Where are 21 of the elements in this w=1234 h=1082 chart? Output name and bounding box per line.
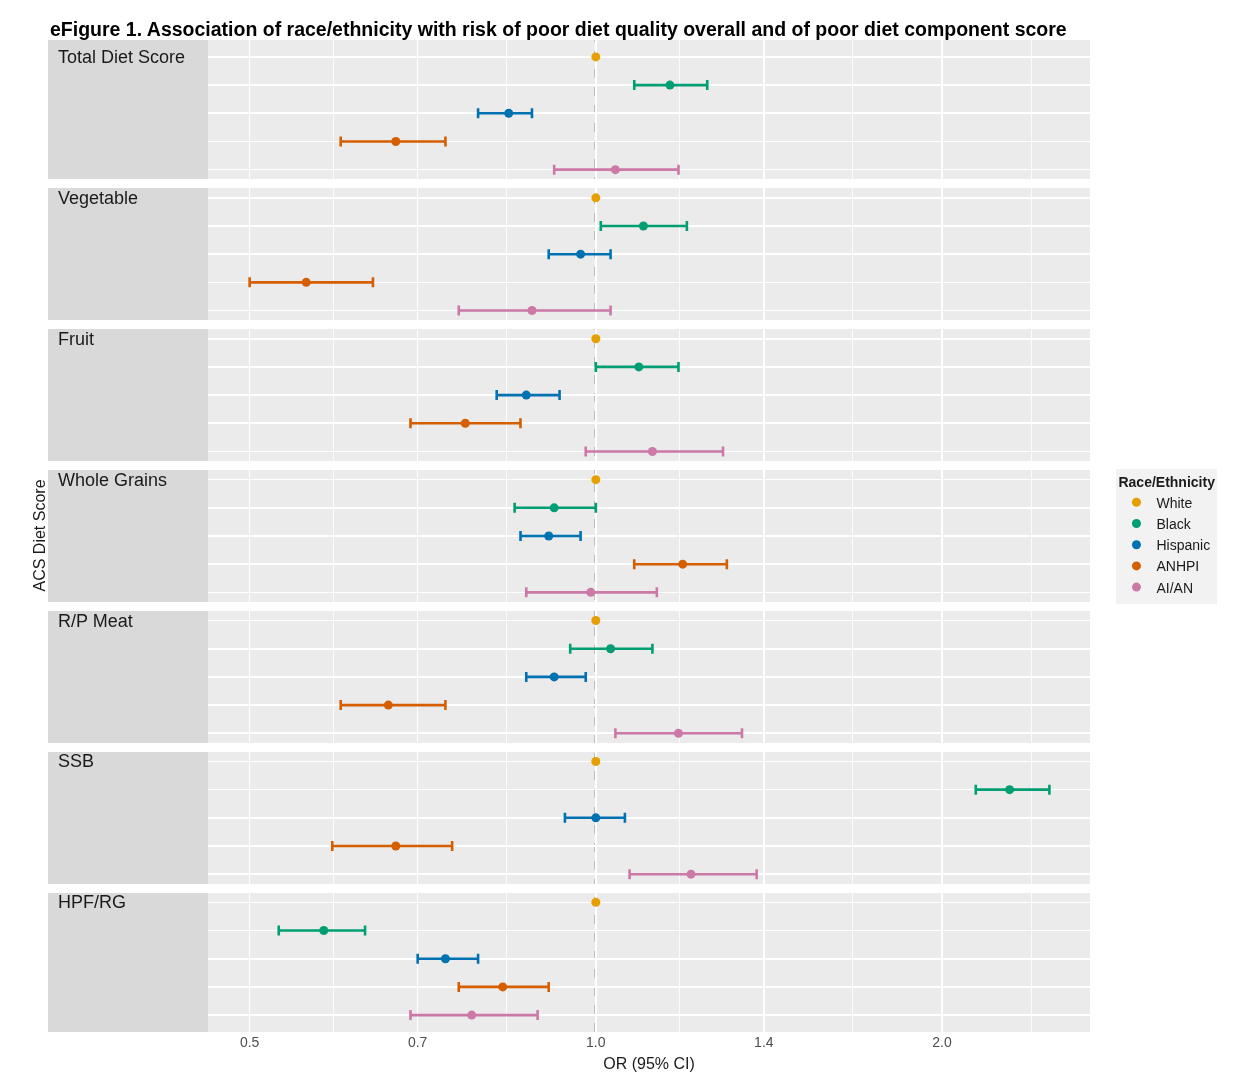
x-tick-label: 2.0 bbox=[932, 1034, 952, 1050]
legend-title: Race/Ethnicity bbox=[1118, 473, 1216, 490]
x-tick-label: 0.5 bbox=[239, 1034, 260, 1050]
legend-label: AI/AN bbox=[1156, 579, 1194, 596]
y-tick-label: SSB bbox=[58, 751, 95, 771]
y-tick-label: Fruit bbox=[58, 329, 94, 349]
y-tick-label: Total Diet Score bbox=[58, 47, 186, 67]
y-axis-title: ACS Diet Score bbox=[30, 479, 48, 592]
x-tick-label: 1.4 bbox=[754, 1034, 774, 1050]
y-tick-label: HPF/RG bbox=[58, 892, 127, 912]
y-tick-label: Vegetable bbox=[58, 188, 139, 208]
legend-label: Hispanic bbox=[1156, 537, 1211, 554]
y-tick-label: R/P Meat bbox=[58, 611, 133, 631]
x-tick-label: 0.7 bbox=[407, 1034, 428, 1050]
legend-label: White bbox=[1156, 494, 1193, 511]
legend-label: Black bbox=[1156, 515, 1192, 532]
chart-title: eFigure 1. Association of race/ethnicity with risk of poor diet quality overall and of poor diet component score bbox=[50, 18, 1067, 41]
y-tick-label: Whole Grains bbox=[58, 470, 168, 490]
x-tick-label: 1.0 bbox=[586, 1034, 606, 1050]
legend-label: ANHPI bbox=[1156, 558, 1200, 575]
x-axis-title: OR (95% CI) bbox=[603, 1054, 695, 1072]
